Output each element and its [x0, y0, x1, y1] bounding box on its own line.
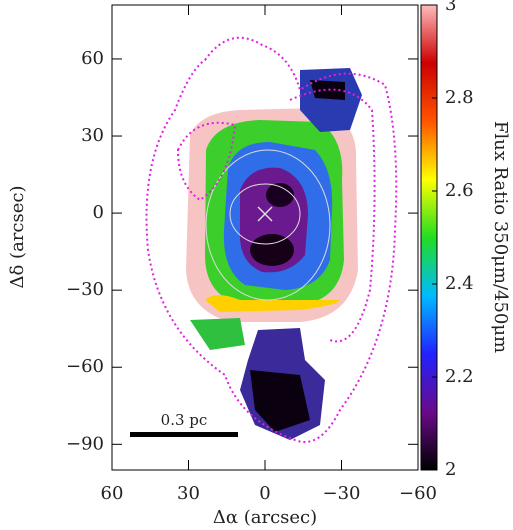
y-axis-label: Δδ (arcsec) — [7, 186, 28, 289]
map — [130, 36, 398, 443]
colorbar-label: Flux Ratio 350μm/450μm — [490, 121, 511, 353]
colorbar-tick-label: 2.2 — [445, 366, 474, 387]
x-tick-label: −60 — [399, 483, 437, 504]
y-tick-label: 60 — [81, 48, 104, 69]
colorbar-tick-label: 3 — [445, 0, 456, 15]
x-tick-label: 60 — [101, 483, 124, 504]
y-tick-label: −60 — [66, 356, 104, 377]
colorbar-tick-label: 2.8 — [445, 87, 474, 108]
y-tick-label: −30 — [66, 279, 104, 300]
x-axis-label: Δα (arcsec) — [213, 507, 317, 528]
colorbar — [420, 4, 438, 471]
scale-bar-label: 0.3 pc — [161, 411, 208, 429]
colorbar-tick-label: 2.4 — [445, 273, 474, 294]
x-tick-label: 30 — [177, 483, 200, 504]
x-tick-label: 0 — [259, 483, 270, 504]
y-tick-label: −90 — [66, 433, 104, 454]
colorbar-tick-label: 2.6 — [445, 180, 474, 201]
y-tick-label: 0 — [93, 202, 104, 223]
x-tick-label: −30 — [323, 483, 361, 504]
colorbar-tick-label: 2 — [445, 459, 456, 480]
y-tick-label: 30 — [81, 125, 104, 146]
